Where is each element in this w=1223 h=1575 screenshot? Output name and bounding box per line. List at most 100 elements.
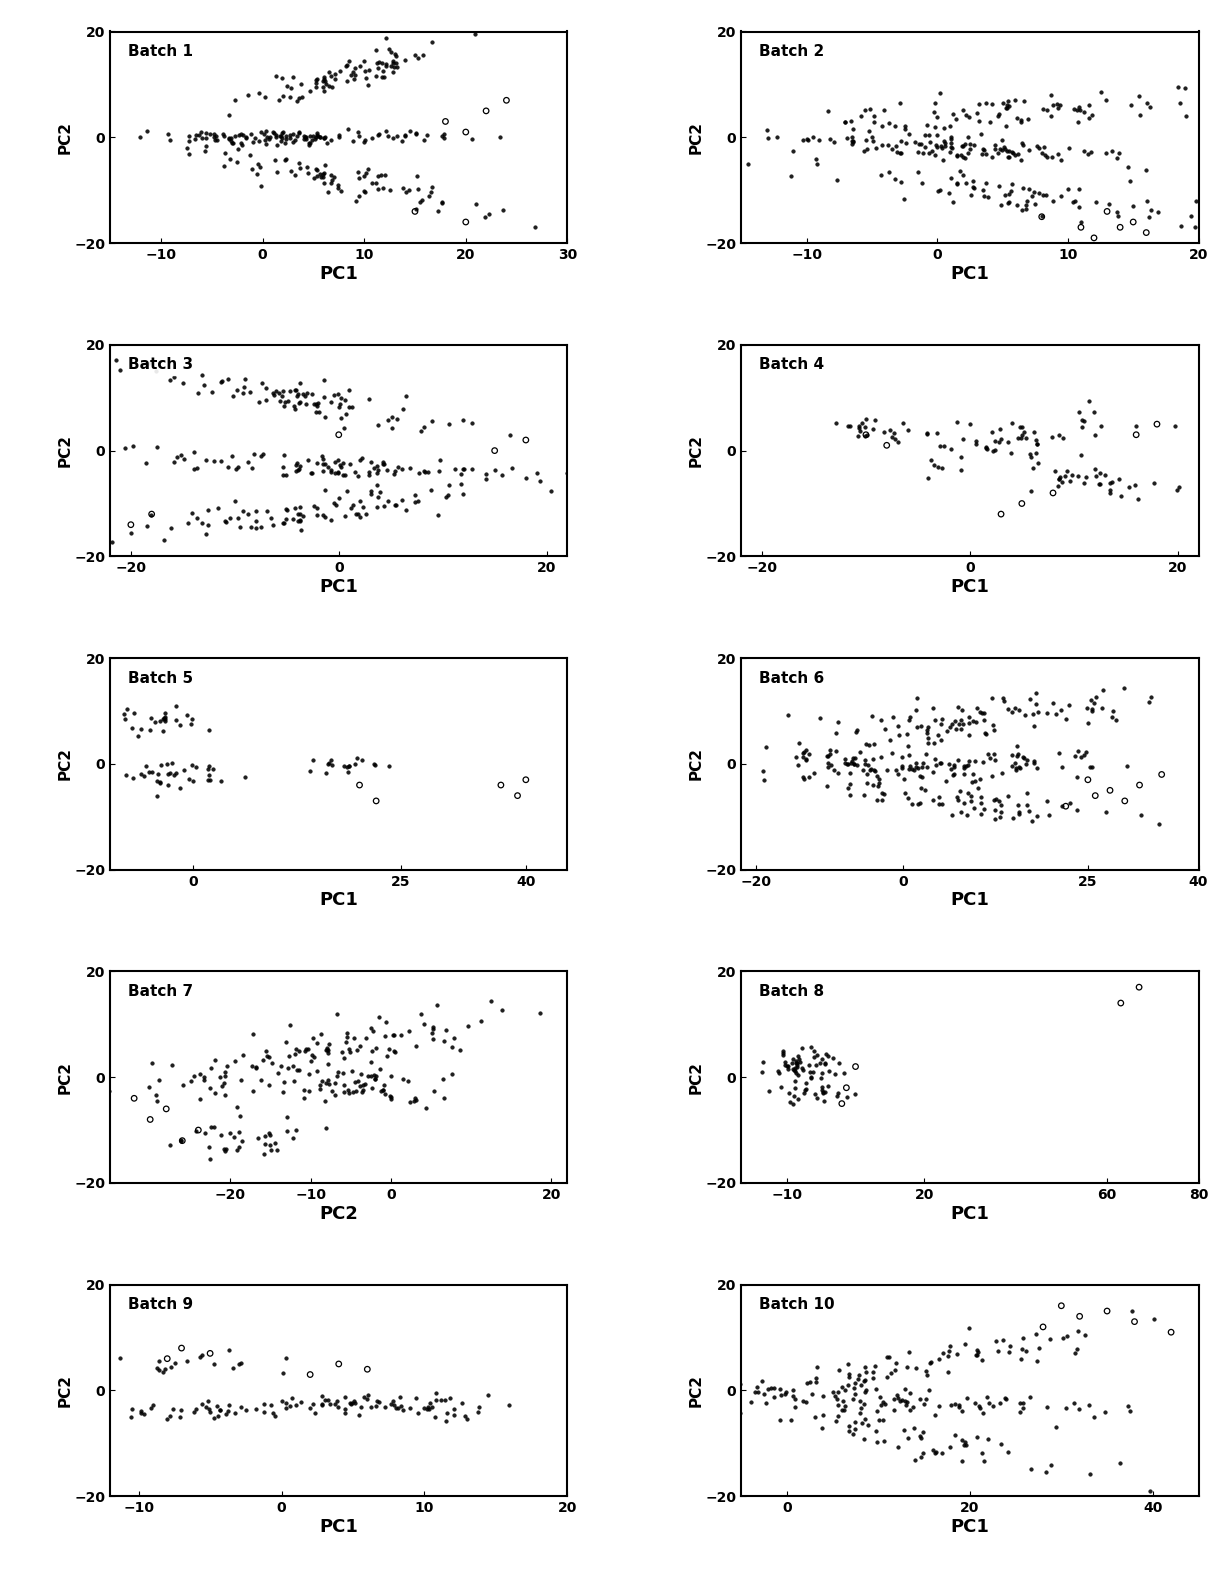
Point (861, 96, 881, 121)
Point (245, 443, 264, 468)
Point (1092, 696, 1112, 721)
Point (500, 422, 520, 447)
Point (888, 140, 907, 165)
Point (884, 1386, 904, 1411)
Point (789, 1047, 808, 1073)
Point (318, 1068, 338, 1093)
Point (295, 126, 314, 151)
Point (758, 1377, 778, 1402)
Point (1008, 792, 1027, 817)
Point (855, 139, 874, 164)
Point (1049, 466, 1069, 491)
Point (1037, 143, 1057, 169)
Point (305, 493, 324, 518)
Point (313, 69, 333, 94)
Point (345, 55, 364, 80)
Point (917, 113, 937, 139)
Point (455, 1403, 475, 1429)
Point (362, 126, 382, 151)
Point (296, 124, 316, 150)
Point (972, 1347, 992, 1372)
Point (158, 751, 177, 776)
Point (870, 1384, 889, 1410)
Point (508, 783, 527, 808)
Point (285, 397, 305, 422)
Point (918, 715, 938, 740)
Point (429, 458, 449, 484)
Point (316, 405, 335, 430)
Point (148, 1088, 168, 1114)
Point (993, 761, 1013, 786)
Point (153, 1359, 172, 1384)
Point (879, 159, 899, 184)
Point (788, 1087, 807, 1112)
Point (179, 129, 198, 154)
Point (843, 1388, 862, 1413)
Point (334, 1079, 353, 1104)
Point (284, 1069, 303, 1095)
Point (854, 783, 873, 808)
Point (192, 120, 212, 145)
Point (959, 1315, 978, 1340)
Point (983, 1394, 1003, 1419)
Point (286, 1041, 306, 1066)
Point (308, 1030, 328, 1055)
Point (312, 443, 331, 468)
Point (996, 113, 1015, 139)
Point (301, 1395, 320, 1421)
Point (967, 1424, 987, 1449)
Point (497, 88, 516, 113)
Point (325, 1082, 345, 1107)
Point (287, 124, 307, 150)
Point (192, 510, 212, 536)
Point (265, 148, 285, 173)
Point (843, 748, 862, 773)
Point (49, 1399, 68, 1424)
Point (212, 369, 231, 394)
Point (285, 496, 305, 521)
Point (385, 493, 405, 518)
Point (951, 800, 971, 825)
Point (992, 792, 1011, 817)
Point (225, 488, 245, 513)
Point (1027, 134, 1047, 159)
Point (366, 1066, 385, 1091)
Point (1065, 189, 1085, 214)
Point (295, 1085, 314, 1110)
Point (148, 435, 168, 460)
Point (948, 172, 967, 197)
Point (779, 702, 799, 728)
Point (956, 753, 976, 778)
Point (276, 1118, 296, 1143)
Point (954, 754, 974, 780)
Point (215, 1058, 235, 1084)
Point (174, 1073, 193, 1098)
Point (335, 1384, 355, 1410)
Point (982, 419, 1002, 444)
Point (884, 1358, 904, 1383)
Point (367, 789, 386, 814)
Point (141, 1107, 160, 1132)
Point (938, 1343, 958, 1369)
Point (296, 126, 316, 151)
Point (286, 378, 306, 403)
Point (192, 1342, 212, 1367)
Point (917, 718, 937, 743)
Point (1016, 425, 1036, 450)
Point (249, 80, 269, 106)
Point (1129, 975, 1148, 1000)
Point (141, 502, 160, 528)
Point (188, 1118, 208, 1143)
Point (308, 123, 328, 148)
Point (936, 134, 955, 159)
Point (468, 1400, 488, 1425)
Point (279, 1043, 298, 1068)
Point (1085, 422, 1104, 447)
Point (397, 1068, 417, 1093)
Point (388, 123, 407, 148)
Point (834, 1388, 854, 1413)
Point (975, 707, 994, 732)
Point (170, 1403, 190, 1429)
Point (290, 495, 309, 520)
Point (1002, 140, 1021, 165)
